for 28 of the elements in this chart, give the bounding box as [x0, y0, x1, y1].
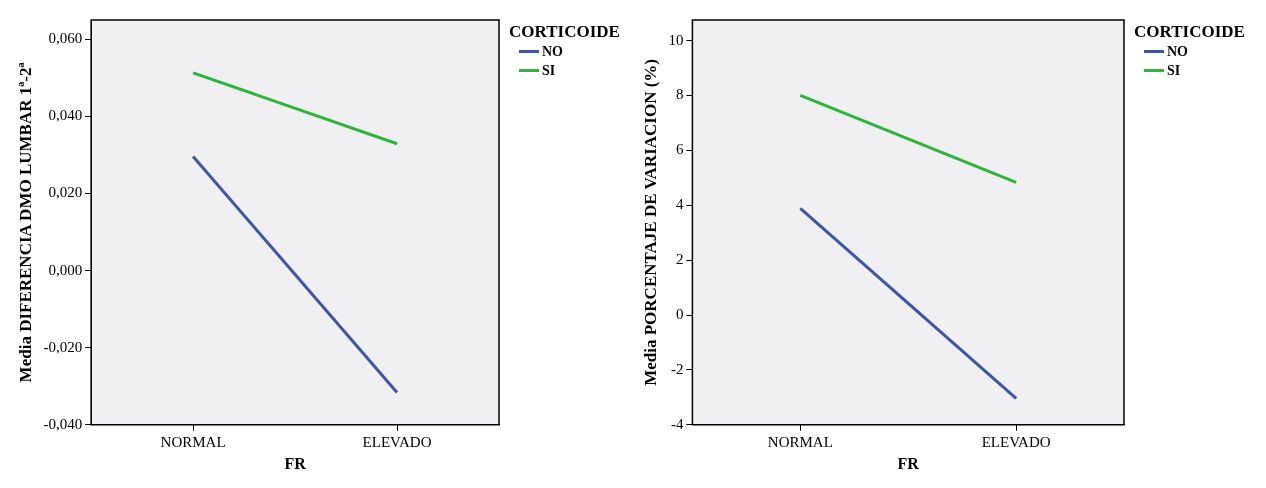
- y-tick-label: 0,060: [48, 30, 83, 47]
- legend-label: NO: [542, 43, 563, 60]
- y-tick-label: -2: [670, 360, 684, 377]
- legend-label: SI: [1167, 62, 1181, 79]
- y-axis-title: Media DIFERENCIA DMO LUMBAR 1ª-2ª: [15, 62, 35, 383]
- y-tick-label: -0,020: [43, 338, 83, 355]
- x-tick-label: ELEVADO: [981, 433, 1051, 450]
- x-tick-label: ELEVADO: [362, 433, 432, 450]
- x-axis-title: FR: [284, 454, 307, 472]
- legend-title: CORTICOIDE: [1134, 22, 1246, 42]
- y-tick-label: 0,020: [48, 184, 83, 201]
- y-tick-label: 0,040: [48, 107, 83, 124]
- legend-title: CORTICOIDE: [509, 22, 621, 42]
- y-axis-title: Media PORCENTAJE DE VARIACION (%): [640, 59, 660, 386]
- y-tick-label: 8: [675, 86, 684, 103]
- y-tick-label: 10: [668, 31, 684, 48]
- x-tick-label: NORMAL: [160, 433, 226, 450]
- y-tick-label: 6: [675, 141, 684, 158]
- legend-label: NO: [1167, 43, 1188, 60]
- y-tick-label: -4: [670, 415, 684, 432]
- y-tick-label: 4: [675, 196, 684, 213]
- legend-label: SI: [542, 62, 556, 79]
- x-tick-label: NORMAL: [767, 433, 833, 450]
- y-tick-label: 0: [675, 305, 684, 322]
- x-axis-title: FR: [897, 454, 920, 472]
- y-tick-label: 0,000: [48, 261, 83, 278]
- y-tick-label: 2: [675, 251, 684, 268]
- y-tick-label: -0,040: [43, 415, 83, 432]
